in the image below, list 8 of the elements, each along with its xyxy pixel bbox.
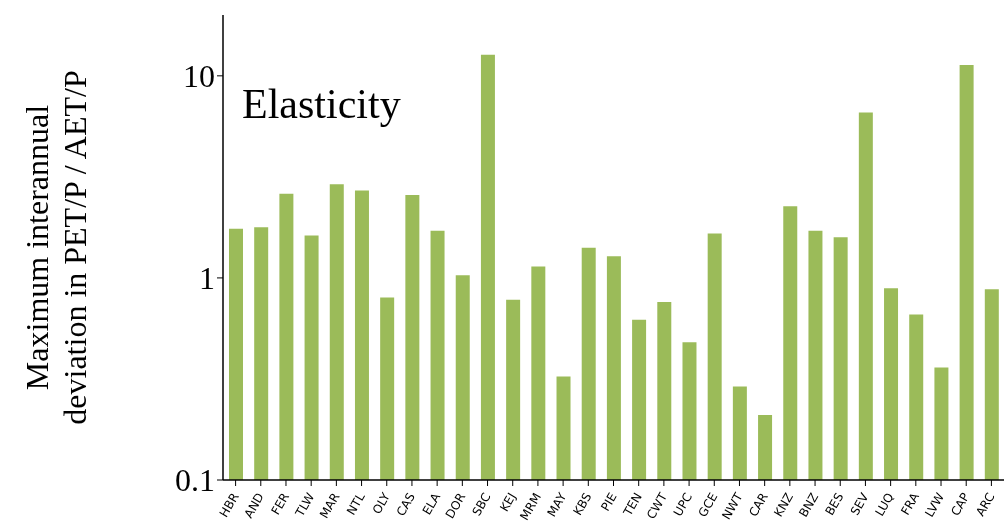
y-tick-label: 1 — [199, 260, 215, 297]
y-axis-title: Maximum interannual deviation in PET/P / AET/P — [19, 70, 93, 425]
x-tick-label: KEJ — [497, 490, 519, 514]
annotation: Elasticity — [242, 80, 401, 128]
y-tick-label: 0.1 — [175, 462, 215, 499]
y-tick-label: 10 — [183, 58, 215, 95]
x-tick-label: PIE — [598, 490, 620, 514]
x-tick-label: NTL — [344, 490, 368, 518]
